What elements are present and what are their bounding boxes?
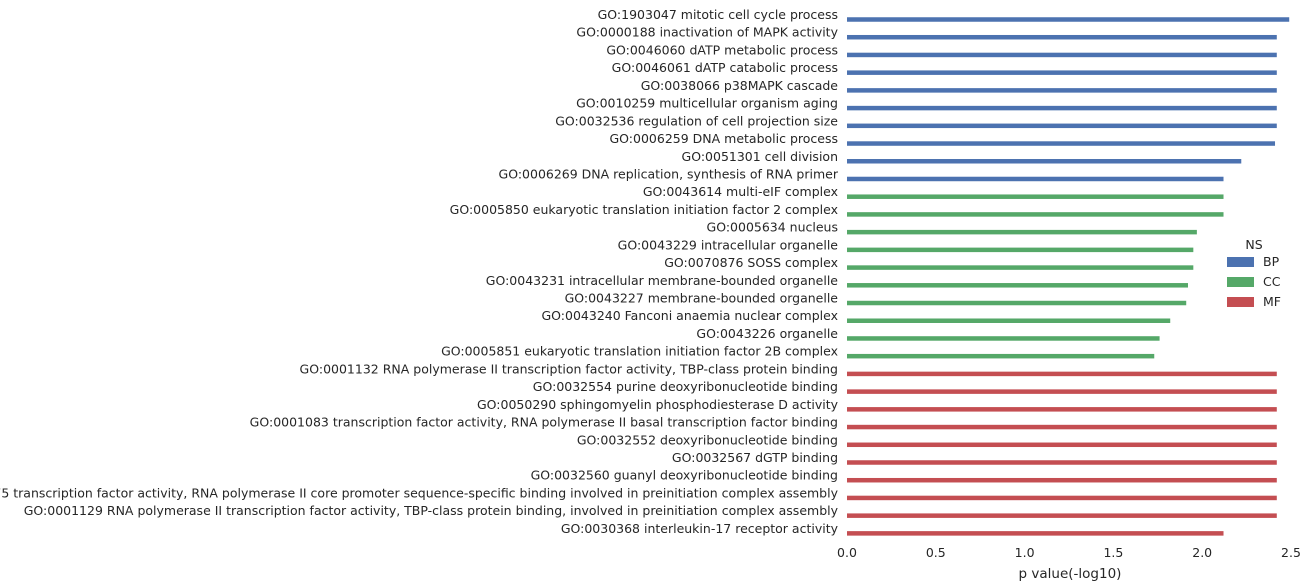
category-label: GO:0043229 intracellular organelle — [618, 237, 839, 252]
legend-swatch-cc — [1227, 277, 1254, 287]
x-axis: 0.0 0.5 1.0 1.5 2.0 2.5 — [837, 545, 1301, 560]
bar-mf — [847, 424, 1277, 430]
category-label: GO:0006269 DNA replication, synthesis of… — [499, 166, 839, 181]
bar-mf — [847, 389, 1277, 394]
category-label: GO:0046060 dATP metabolic process — [606, 42, 838, 57]
category-label: GO:0032554 purine deoxyribonucleotide bi… — [533, 379, 838, 394]
bar-cc — [847, 265, 1194, 270]
legend-label-bp: BP — [1263, 254, 1280, 269]
bar-bp — [847, 176, 1224, 182]
bar-mf — [847, 371, 1277, 377]
category-label: GO:0001083 transcription factor activity… — [250, 415, 838, 430]
category-label: GO:0001075 transcription factor activity… — [0, 485, 839, 500]
x-tick-label: 0.5 — [926, 545, 946, 560]
category-label: GO:0005851 eukaryotic translation initia… — [441, 344, 838, 359]
x-tick-label: 1.5 — [1103, 545, 1123, 560]
bar-bp — [847, 88, 1277, 93]
bar-bp — [847, 105, 1277, 111]
bar-cc — [847, 283, 1188, 288]
bar-bp — [847, 17, 1290, 22]
category-label: GO:0043231 intracellular membrane-bounde… — [486, 273, 839, 288]
bar-mf — [847, 495, 1277, 501]
legend-label-cc: CC — [1263, 274, 1281, 289]
category-label: GO:0043227 membrane-bounded organelle — [565, 291, 839, 306]
bar-mf — [847, 531, 1224, 536]
legend-title: NS — [1245, 237, 1262, 252]
legend-swatch-bp — [1227, 257, 1254, 267]
bar-bp — [847, 34, 1277, 40]
x-tick-label: 2.5 — [1281, 545, 1301, 560]
category-label: GO:0005850 eukaryotic translation initia… — [450, 202, 838, 217]
bar-mf — [847, 460, 1277, 465]
category-label: GO:0001129 RNA polymerase II transcripti… — [24, 503, 839, 518]
bar-bp — [847, 52, 1277, 58]
bar-cc — [847, 212, 1224, 217]
bar-cc — [847, 194, 1224, 199]
category-label: GO:0010259 multicellular organism aging — [576, 96, 838, 111]
category-label: GO:0032536 regulation of cell projection… — [555, 113, 838, 128]
category-label: GO:0043240 Fanconi anaemia nuclear compl… — [541, 308, 838, 323]
category-label: GO:1903047 mitotic cell cycle process — [598, 7, 838, 22]
category-label: GO:0032552 deoxyribonucleotide binding — [577, 432, 838, 447]
category-label: GO:0000188 inactivation of MAPK activity — [576, 25, 838, 40]
x-tick-label: 2.0 — [1192, 545, 1212, 560]
bar-bp — [847, 123, 1277, 129]
category-label: GO:0005634 nucleus — [707, 220, 838, 235]
category-labels: GO:1903047 mitotic cell cycle process GO:… — [0, 7, 839, 536]
category-label: GO:0032560 guanyl deoxyribonucleotide bi… — [531, 468, 838, 483]
category-label: GO:0046061 dATP catabolic process — [612, 60, 838, 75]
bar-cc — [847, 229, 1197, 235]
bar-cc — [847, 247, 1194, 253]
bar-bp — [847, 141, 1276, 146]
category-label: GO:0051301 cell division — [682, 149, 838, 164]
category-label: GO:0032567 dGTP binding — [672, 450, 838, 465]
category-label: GO:0006259 DNA metabolic process — [610, 131, 839, 146]
bar-mf — [847, 407, 1277, 412]
category-label: GO:0070876 SOSS complex — [664, 255, 838, 270]
category-label: GO:0050290 sphingomyelin phosphodiestera… — [477, 397, 839, 412]
bar-cc — [847, 300, 1187, 306]
bar-mf — [847, 477, 1277, 483]
bar-bp — [847, 159, 1242, 164]
bar-mf — [847, 442, 1277, 448]
category-label: GO:0030368 interleukin-17 receptor activ… — [561, 521, 839, 536]
x-tick-label: 0.0 — [837, 545, 857, 560]
legend-swatch-mf — [1227, 297, 1254, 307]
bars-layer — [847, 17, 1290, 536]
bar-cc — [847, 336, 1160, 341]
category-label: GO:0043614 multi-eIF complex — [643, 184, 838, 199]
category-label: GO:0001132 RNA polymerase II transcripti… — [300, 361, 838, 376]
category-label: GO:0038066 p38MAPK cascade — [641, 78, 839, 93]
bar-cc — [847, 353, 1155, 359]
x-tick-label: 1.0 — [1015, 545, 1035, 560]
bar-cc — [847, 318, 1171, 323]
bar-mf — [847, 513, 1277, 518]
legend-label-mf: MF — [1263, 294, 1281, 309]
bar-bp — [847, 70, 1277, 75]
x-axis-title: p value(-log10) — [1019, 566, 1122, 582]
category-label: GO:0043226 organelle — [696, 326, 838, 341]
